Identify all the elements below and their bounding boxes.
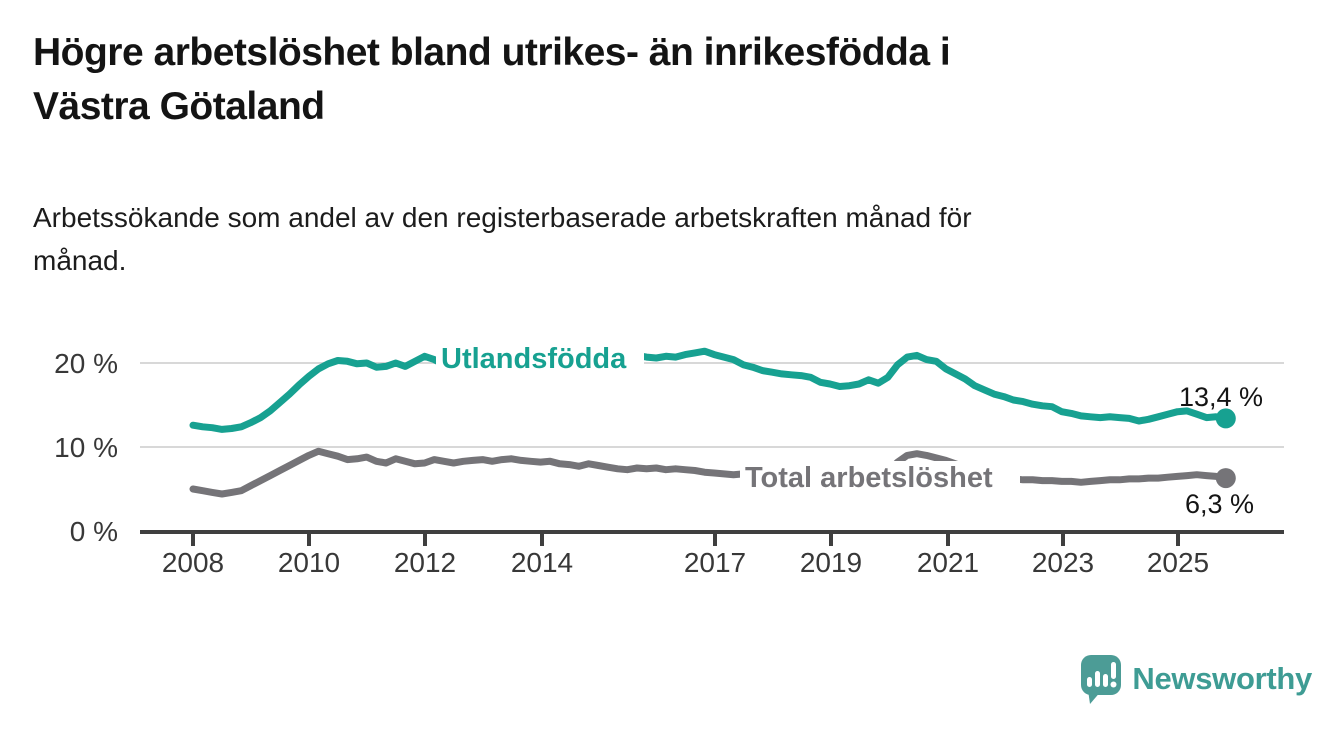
series-line-0 (189, 347, 1230, 433)
brand-logo: Newsworthy (1080, 654, 1312, 704)
page-subtitle: Arbetssökande som andel av den registerb… (33, 202, 972, 277)
x-tick-label: 2012 (394, 547, 456, 578)
series-label-text-utlandsfodda: Utlandsfödda (441, 343, 627, 375)
x-tick-label: 2010 (278, 547, 340, 578)
y-tick-label-20: 20 % (54, 348, 118, 379)
series-label-utlandsfodda: Utlandsfödda (436, 343, 644, 375)
x-tick-label: 2017 (684, 547, 746, 578)
series-line-1 (189, 447, 1230, 498)
series-end-dots-layer (1215, 408, 1236, 489)
x-tick-labels: 2008 2010 2012 2014 2017 2019 2021 2023 … (162, 547, 1209, 578)
series-end-dot-1 (1215, 468, 1236, 489)
x-tick-label: 2025 (1147, 547, 1209, 578)
x-tick-label: 2019 (800, 547, 862, 578)
page-title: Högre arbetslöshet bland utrikes- än inr… (33, 31, 951, 128)
brand-name: Newsworthy (1132, 661, 1312, 696)
y-tick-label-0: 0 % (70, 516, 118, 547)
x-axis-ticks (191, 532, 1180, 546)
series-lines-layer (189, 347, 1230, 498)
series-end-dot-0 (1215, 408, 1236, 429)
y-tick-label-10: 10 % (54, 432, 118, 463)
x-tick-label: 2008 (162, 547, 224, 578)
x-tick-label: 2021 (917, 547, 979, 578)
newsworthy-speech-bubble-barchart-icon (1081, 655, 1122, 704)
series-label-text-total-arbetsloshet: Total arbetslöshet (745, 462, 993, 494)
x-tick-label: 2023 (1032, 547, 1094, 578)
series-label-total-arbetsloshet: Total arbetslöshet (740, 461, 1020, 494)
x-tick-label: 2014 (511, 547, 573, 578)
end-value-label-total: 6,3 % (1185, 489, 1254, 519)
end-value-label-utlandsfodda: 13,4 % (1179, 382, 1263, 412)
